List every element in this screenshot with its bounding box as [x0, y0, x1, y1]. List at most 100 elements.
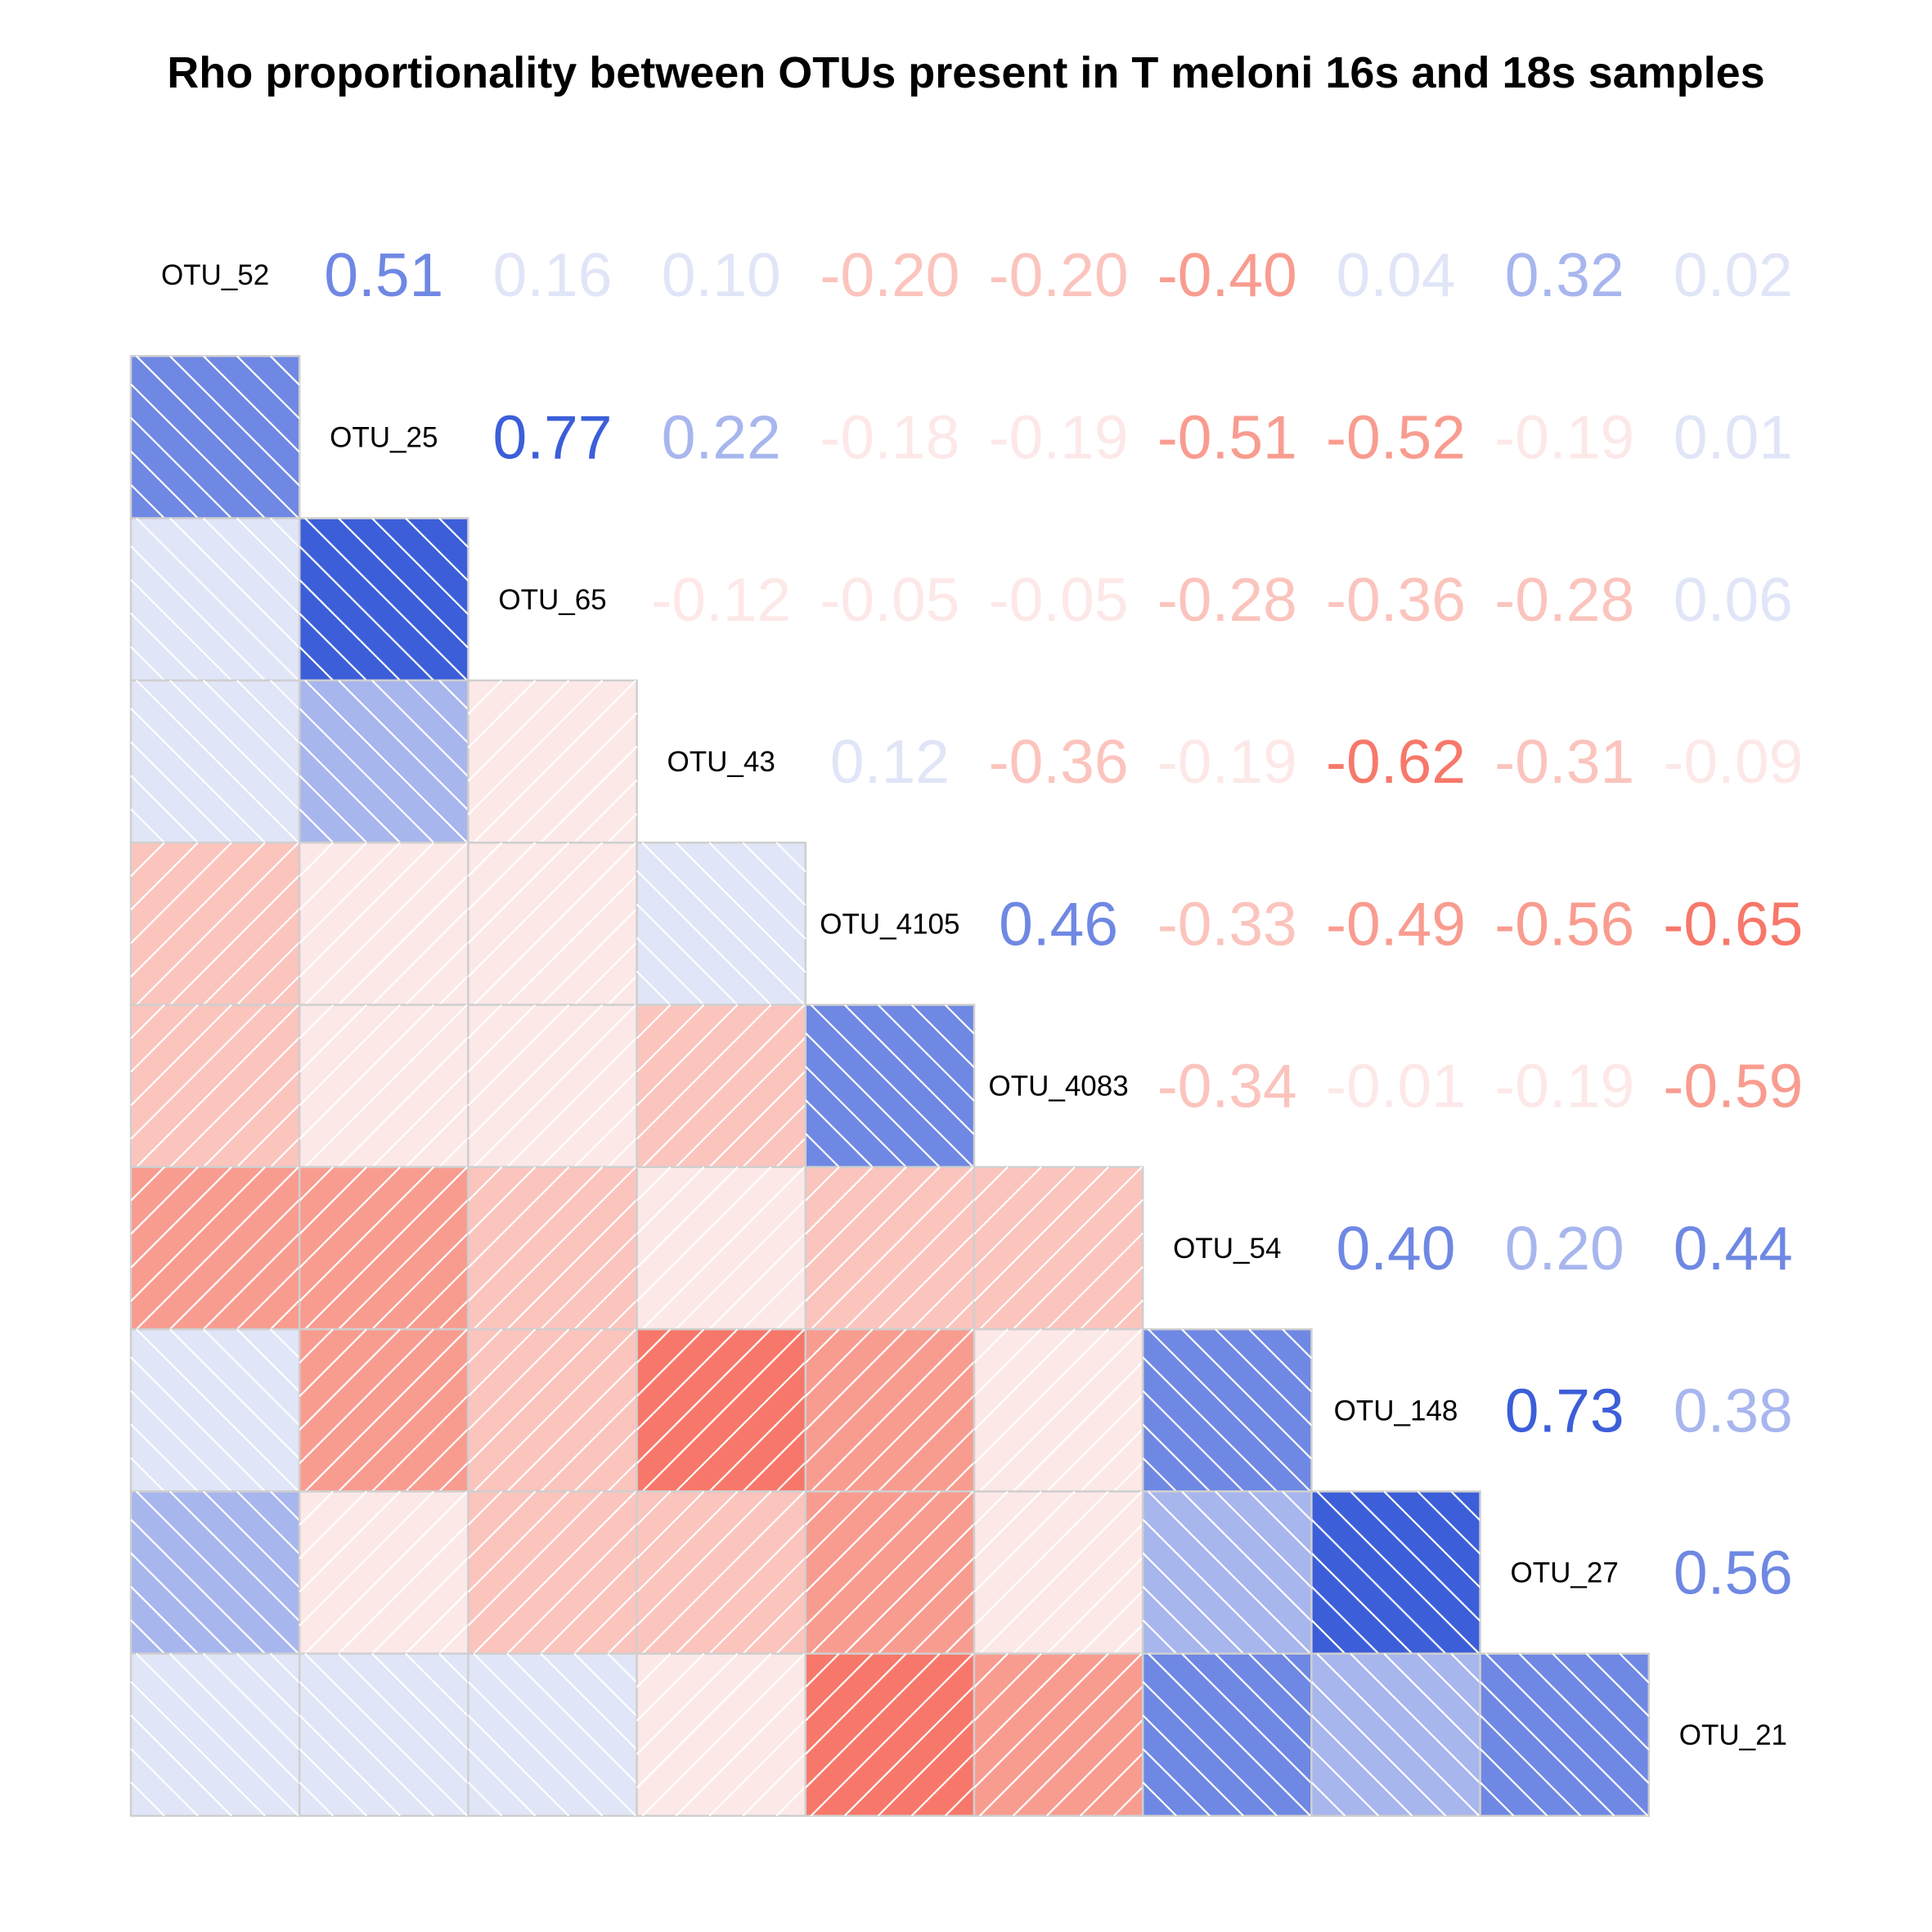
hatch-line — [1316, 1652, 1480, 1817]
hatch-line — [467, 1781, 503, 1817]
hatch-line — [641, 1490, 806, 1655]
hatch-line — [636, 1166, 739, 1269]
hatch-line — [641, 1328, 806, 1493]
hatch-line — [708, 1232, 806, 1330]
hatch-line — [775, 1624, 806, 1655]
hatch-line — [467, 1166, 537, 1235]
value-label-otu-54-otu-21: 0.44 — [1674, 1214, 1793, 1283]
hatch-line — [775, 1299, 806, 1330]
hatch-lines — [130, 1490, 300, 1655]
value-label-otu-52-otu-25: 0.51 — [324, 240, 443, 309]
hatch-line — [467, 1004, 503, 1040]
hatch-line — [304, 517, 468, 681]
hatch-line — [130, 1390, 232, 1493]
hatch-line — [607, 1299, 638, 1330]
hatch-line — [168, 355, 300, 487]
hatch-line — [973, 1328, 1009, 1364]
hatch-lines — [805, 1166, 975, 1330]
hatch-line — [1316, 1490, 1480, 1655]
hatch-line — [775, 1137, 806, 1168]
hatch-line — [1112, 1786, 1143, 1817]
hatch-line — [467, 842, 604, 977]
hatch-line — [1248, 1328, 1313, 1393]
hatch-line — [467, 680, 503, 715]
value-label-otu-52-otu-4105: -0.20 — [820, 240, 959, 309]
shade-cell-otu-4083-otu-25 — [298, 1004, 470, 1169]
hatch-line — [438, 1462, 470, 1493]
hatch-line — [467, 680, 537, 748]
hatch-line — [130, 1166, 165, 1202]
shade-cell-otu-148-otu-52 — [129, 1328, 301, 1493]
hatch-lines — [636, 1166, 806, 1330]
value-label-otu-27-otu-21: 0.56 — [1674, 1539, 1793, 1607]
value-label-otu-52-otu-54: -0.40 — [1157, 240, 1297, 309]
value-label-otu-43-otu-21: -0.09 — [1663, 727, 1803, 796]
hatch-line — [877, 1557, 975, 1655]
hatch-line — [338, 1361, 470, 1493]
hatch-line — [810, 1166, 974, 1330]
hatch-line — [1012, 1361, 1143, 1493]
hatch-line — [708, 1557, 806, 1655]
hatch-lines — [636, 1004, 806, 1168]
hatch-line — [775, 1462, 806, 1493]
hatch-line — [805, 1066, 907, 1168]
hatch-line — [299, 1166, 334, 1202]
hatch-line — [130, 1166, 266, 1302]
hatch-line — [978, 1652, 1143, 1817]
hatch-line — [130, 842, 199, 910]
hatch-line — [473, 1652, 637, 1817]
hatch-line — [467, 842, 570, 944]
hatch-lines — [636, 1328, 806, 1493]
hatch-line — [573, 1652, 638, 1717]
hatch-line — [675, 1361, 806, 1493]
hatch-line — [269, 1490, 300, 1521]
hatch-line — [636, 1652, 772, 1789]
hatch-line — [775, 1786, 806, 1817]
shade-cell-otu-21-otu-43 — [636, 1652, 807, 1817]
hatch-lines — [1142, 1328, 1313, 1493]
hatch-line — [636, 1490, 739, 1593]
value-label-otu-4105-otu-148: -0.49 — [1326, 889, 1466, 958]
hatch-lines — [1142, 1490, 1313, 1655]
hatch-lines — [973, 1652, 1143, 1817]
hatch-line — [742, 1428, 806, 1493]
hatch-line — [805, 1490, 907, 1593]
hatch-line — [405, 680, 470, 744]
hatch-line — [467, 1328, 537, 1397]
hatch-line — [1310, 1552, 1413, 1655]
hatch-line — [573, 1265, 638, 1330]
hatch-line — [1310, 1781, 1346, 1817]
hatch-line — [910, 1590, 975, 1655]
hatch-line — [269, 1299, 300, 1330]
variable-label-otu-27: OTU_27 — [1511, 1557, 1619, 1589]
hatch-lines — [636, 1490, 806, 1655]
hatch-line — [405, 1652, 470, 1717]
hatch-line — [299, 1781, 334, 1817]
hatch-line — [371, 1070, 470, 1168]
hatch-line — [299, 1166, 367, 1235]
hatch-line — [467, 1490, 604, 1627]
hatch-line — [843, 1523, 975, 1655]
hatch-line — [1079, 1590, 1143, 1655]
hatch-line — [607, 812, 638, 843]
hatch-line — [304, 1652, 468, 1817]
shade-cell-otu-148-otu-43 — [636, 1328, 807, 1493]
hatch-line — [1310, 1585, 1380, 1655]
hatch-line — [1012, 1198, 1143, 1330]
hatch-lines — [299, 1490, 470, 1655]
hatch-line — [236, 1103, 300, 1168]
hatch-line — [405, 1103, 470, 1168]
hatch-line — [1417, 1490, 1481, 1555]
hatch-line — [506, 1523, 638, 1655]
hatch-line — [805, 1032, 941, 1168]
hatch-line — [467, 1328, 570, 1431]
hatch-lines — [130, 517, 300, 681]
hatch-line — [130, 1356, 266, 1493]
hatch-line — [467, 1004, 537, 1073]
hatch-line — [467, 1681, 604, 1817]
value-label-otu-65-otu-27: -0.28 — [1494, 565, 1634, 634]
hatch-line — [304, 1490, 468, 1655]
hatch-line — [371, 517, 470, 615]
hatch-line — [130, 1166, 199, 1235]
hatch-line — [506, 1361, 638, 1493]
